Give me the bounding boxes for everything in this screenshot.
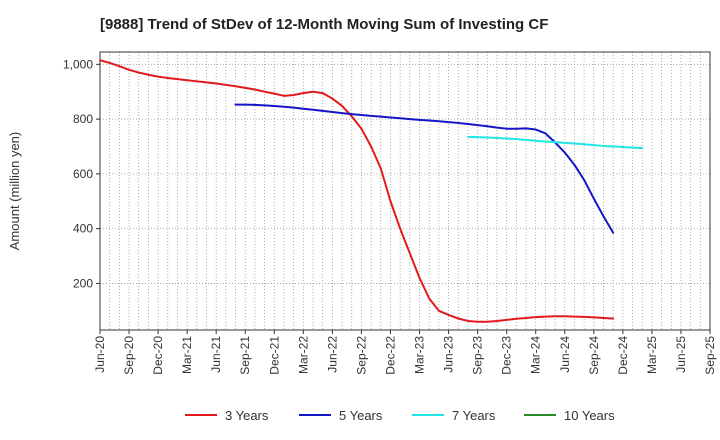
legend-label-10-years: 10 Years [564, 408, 615, 423]
x-tick-label: Sep-24 [587, 336, 601, 375]
x-tick-label: Dec-22 [383, 336, 397, 375]
x-tick-label: Mar-22 [296, 336, 310, 374]
series-line-7-years [466, 135, 644, 150]
x-tick-label: Dec-20 [151, 336, 165, 375]
x-tick-label: Mar-21 [180, 336, 194, 374]
x-tick-label: Dec-21 [267, 336, 281, 375]
legend-label-3-years: 3 Years [225, 408, 269, 423]
legend-label-7-years: 7 Years [452, 408, 496, 423]
x-tick-label: Sep-23 [471, 336, 485, 375]
x-tick-label: Sep-22 [354, 336, 368, 375]
x-tick-label: Mar-23 [413, 336, 427, 374]
x-tick-label: Sep-21 [238, 336, 252, 375]
x-tick-label: Jun-25 [674, 336, 688, 373]
y-tick-label: 600 [73, 167, 93, 181]
plot-frame [99, 51, 711, 331]
x-tick-label: Sep-25 [703, 336, 717, 375]
x-tick-label: Jun-23 [442, 336, 456, 373]
y-axis-title: Amount (million yen) [7, 132, 22, 251]
y-tick-label: 800 [73, 112, 93, 126]
y-tick-label: 200 [73, 276, 93, 290]
x-tick-label: Mar-25 [645, 336, 659, 374]
series-line-3-years [99, 59, 615, 323]
x-tick-label: Jun-20 [93, 336, 107, 373]
x-tick-label: Sep-20 [122, 336, 136, 375]
series-line-5-years [234, 103, 615, 234]
x-tick-label: Mar-24 [529, 336, 543, 374]
x-tick-label: Jun-21 [209, 336, 223, 373]
x-tick-label: Dec-24 [616, 336, 630, 375]
y-tick-label: 400 [73, 222, 93, 236]
x-tick-label: Jun-22 [325, 336, 339, 373]
x-tick-label: Dec-23 [500, 336, 514, 375]
y-tick-label: 1,000 [63, 57, 93, 71]
legend-label-5-years: 5 Years [339, 408, 383, 423]
chart-title: [9888] Trend of StDev of 12-Month Moving… [100, 16, 549, 33]
x-tick-label: Jun-24 [558, 336, 572, 373]
